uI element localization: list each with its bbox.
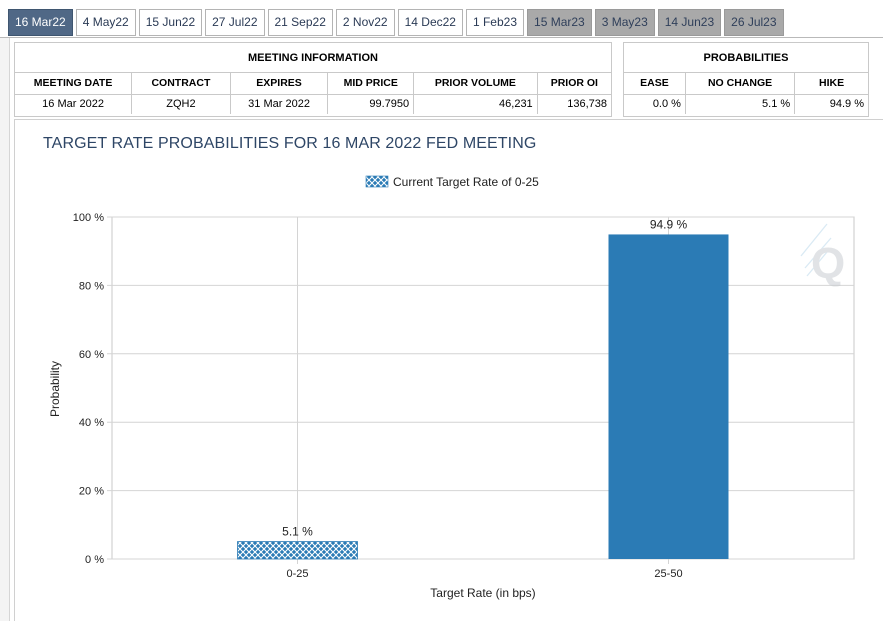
meeting-information-table: MEETING DATE CONTRACT EXPIRES MID PRICE … xyxy=(15,73,611,114)
tabs-divider xyxy=(0,37,883,38)
legend-label: Current Target Rate of 0-25 xyxy=(393,175,539,189)
col-header-ease: EASE xyxy=(624,73,686,95)
mid-price-value: 99.7950 xyxy=(327,94,415,114)
chart-labels: 0 % 20 % 40 % 60 % 80 % 100 % 5.1 % 0-25 94.9 % 2… xyxy=(73,212,688,580)
tab-16-mar22[interactable]: 16 Mar22 xyxy=(8,9,73,36)
chart-title: TARGET RATE PROBABILITIES FOR 16 MAR 202… xyxy=(43,135,537,152)
meeting-info-header-row: MEETING DATE CONTRACT EXPIRES MID PRICE … xyxy=(15,73,611,95)
col-header-no-change: NO CHANGE xyxy=(685,73,796,95)
prior-volume-value: 46,231 xyxy=(413,94,538,114)
x-axis-label: Target Rate (in bps) xyxy=(430,586,535,600)
meeting-date-value: 16 Mar 2022 xyxy=(15,94,133,114)
tab-15-jun22[interactable]: 15 Jun22 xyxy=(138,9,203,36)
y-tick-label: 80 % xyxy=(79,280,104,292)
chart-grid xyxy=(107,216,855,564)
no-change-value: 5.1 % xyxy=(685,94,796,114)
probabilities-header-row: EASE NO CHANGE HIKE xyxy=(624,73,868,95)
y-tick-label: 20 % xyxy=(79,486,104,498)
col-header-expires: EXPIRES xyxy=(230,73,329,95)
col-header-hike: HIKE xyxy=(794,73,868,95)
tab-14-dec22[interactable]: 14 Dec22 xyxy=(397,9,463,36)
col-header-prior-oi: PRIOR OI xyxy=(537,73,611,95)
tab-27-jul22[interactable]: 27 Jul22 xyxy=(205,9,265,36)
bar-0-25[interactable] xyxy=(237,541,358,560)
prior-oi-value: 136,738 xyxy=(567,98,607,111)
left-ghost-column xyxy=(0,38,10,621)
tab-2-nov22[interactable]: 2 Nov22 xyxy=(335,9,395,36)
watermark-logo-icon: Q xyxy=(800,223,845,288)
target-rate-bar-chart: Current Target Rate of 0-25 0 % 20 % 40 % 6… xyxy=(48,175,855,600)
x-tick-label: 0-25 xyxy=(286,568,308,580)
plot-frame xyxy=(111,216,855,560)
bar-value-label: 5.1 % xyxy=(282,525,313,539)
y-tick-label: 100 % xyxy=(73,212,104,224)
chart-bars xyxy=(237,234,729,560)
col-header-contract: CONTRACT xyxy=(131,73,231,95)
probabilities-panel: PROBABILITIES EASE NO CHANGE HIKE 0.0 % … xyxy=(623,42,869,117)
hike-value: 94.9 % xyxy=(829,98,864,111)
y-tick-label: 40 % xyxy=(79,417,104,429)
expires-value: 31 Mar 2022 xyxy=(230,94,329,114)
meeting-information-title: MEETING INFORMATION xyxy=(15,43,611,73)
y-tick-label: 0 % xyxy=(85,554,104,566)
y-axis-label: Probability xyxy=(48,361,62,417)
tab-21-sep22[interactable]: 21 Sep22 xyxy=(267,9,333,36)
bar-value-label: 94.9 % xyxy=(650,217,688,231)
probabilities-table: EASE NO CHANGE HIKE 0.0 % 5.1 % 94.9 % xyxy=(624,73,868,114)
tab-15-mar23[interactable]: 15 Mar23 xyxy=(527,9,592,36)
meeting-information-panel: MEETING INFORMATION MEETING DATE CONTRAC… xyxy=(14,42,612,117)
y-tick-label: 60 % xyxy=(79,349,104,361)
tab-26-jul23[interactable]: 26 Jul23 xyxy=(724,9,784,36)
col-header-meeting-date: MEETING DATE xyxy=(15,73,133,95)
contract-value: ZQH2 xyxy=(131,94,231,114)
tab-14-jun23[interactable]: 14 Jun23 xyxy=(657,9,722,36)
chart-legend: Current Target Rate of 0-25 xyxy=(365,175,539,189)
chart-panel: TARGET RATE PROBABILITIES FOR 16 MAR 202… xyxy=(14,119,883,621)
table-row: 16 Mar 2022 ZQH2 31 Mar 2022 99.7950 46,… xyxy=(15,94,611,114)
ease-value: 0.0 % xyxy=(624,94,686,114)
col-header-mid-price: MID PRICE xyxy=(327,73,415,95)
tab-3-may23[interactable]: 3 May23 xyxy=(594,9,655,36)
col-header-prior-volume: PRIOR VOLUME xyxy=(413,73,538,95)
svg-text:Q: Q xyxy=(811,239,845,288)
tab-4-may22[interactable]: 4 May22 xyxy=(75,9,136,36)
legend-swatch-hatched xyxy=(365,175,389,188)
x-tick-label: 25-50 xyxy=(654,568,682,580)
tab-1-feb23[interactable]: 1 Feb23 xyxy=(465,9,525,36)
meeting-tabs: 16 Mar22 4 May22 15 Jun22 27 Jul22 21 Sep22 2… xyxy=(8,9,784,37)
table-row: 0.0 % 5.1 % 94.9 % xyxy=(624,94,868,114)
bar-25-50[interactable] xyxy=(608,234,729,559)
probabilities-title: PROBABILITIES xyxy=(624,43,868,73)
